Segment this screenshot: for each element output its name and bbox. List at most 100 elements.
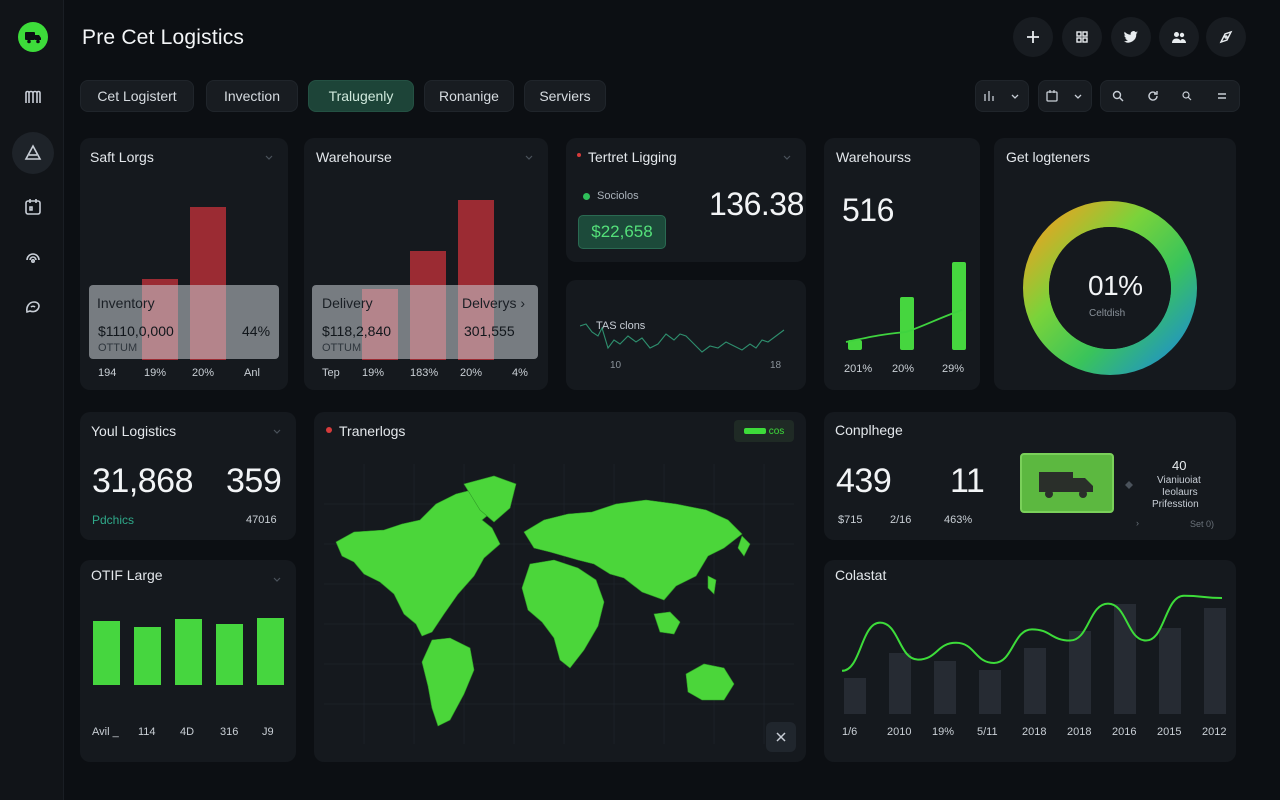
x-label: 194 [98, 367, 117, 379]
otif-bar-0 [93, 621, 120, 685]
x-label: Tep [322, 367, 340, 379]
x-label: 183% [410, 367, 439, 379]
x-label: 20% [192, 367, 215, 379]
card-trend: TAS clons 10 18 [566, 280, 806, 390]
chevron-down-icon [1011, 94, 1019, 99]
card-title: Saft Lorgs [90, 149, 154, 165]
sub-value: 2/16 [890, 514, 912, 526]
zoom-icon[interactable] [1180, 89, 1194, 103]
x-label: 20% [892, 363, 915, 375]
side-line: Ieolaurs [1162, 487, 1198, 498]
donut-chart [1023, 201, 1197, 375]
colastat-bar-1 [889, 653, 911, 714]
overlay-right-title[interactable]: Delverys › [462, 295, 526, 311]
twitter-icon[interactable] [1111, 17, 1151, 57]
truck-logo-icon[interactable] [18, 22, 48, 52]
colastat-bar-2 [934, 661, 956, 714]
headset-icon[interactable] [12, 236, 54, 278]
sub-value: $715 [838, 514, 863, 526]
card-colastat: Colastat 1/6 2010 19% 5/11 2018 2018 2016 2015 2… [824, 560, 1236, 762]
card-tertret-ligging: Tertret Ligging Sociolos $22,658 136.38 [566, 138, 806, 262]
triangle-icon[interactable] [12, 132, 54, 174]
menu-icon[interactable] [12, 76, 54, 118]
x-label: 2016 [1112, 726, 1137, 738]
compliance-value: 439 [836, 462, 892, 500]
trend-sparkline [580, 323, 785, 353]
x-label: 20% [460, 367, 483, 379]
card-otif-large: OTIF Large Avil _ 114 4D 316 J9 [80, 560, 296, 762]
close-icon[interactable] [766, 722, 796, 752]
calendar-icon[interactable] [12, 186, 54, 228]
refresh-icon[interactable] [1146, 89, 1160, 103]
otif-bar-2 [175, 619, 202, 685]
tab-cet-logistert[interactable]: Cet Logistert [80, 80, 194, 112]
compass-icon[interactable] [1206, 17, 1246, 57]
card-youl-logistics: Youl Logistics 31,868 359 Pdchics 47016 [80, 412, 296, 540]
x-label: Avil _ [92, 726, 119, 738]
x-label: 5/11 [977, 726, 998, 738]
search-icon[interactable] [1111, 89, 1125, 103]
hamburger-icon[interactable] [1215, 89, 1229, 103]
tab-serviers[interactable]: Serviers [524, 80, 606, 112]
overlay-value: $118,2,840 [322, 323, 392, 339]
tab-invection[interactable]: Invection [206, 80, 298, 112]
otif-bar-4 [257, 618, 284, 685]
chevron-right-icon[interactable]: › [1136, 518, 1139, 528]
settings-link[interactable]: Set 0) [1190, 519, 1215, 529]
colastat-series-line [841, 594, 1223, 672]
chevron-down-icon[interactable] [524, 152, 534, 162]
otif-bar-3 [216, 624, 243, 685]
calendar-small-icon [1046, 90, 1058, 102]
card-value: 516 [842, 192, 894, 228]
chart-type-dropdown[interactable] [975, 80, 1029, 112]
inventory-overlay [89, 285, 279, 359]
chevron-down-icon[interactable] [272, 426, 282, 436]
x-label: 4D [180, 726, 195, 738]
overlay-title: Delivery [322, 295, 373, 311]
bar-chart-icon [984, 91, 994, 101]
x-label: 2018 [1022, 726, 1047, 738]
colastat-bar-7 [1159, 628, 1181, 714]
toolbar-actions [1100, 80, 1240, 112]
card-conplhege: Conplhege 439 11 $715 2/16 463% 40 Viani… [824, 412, 1236, 540]
donut-sub: Celtdish [1089, 308, 1126, 319]
side-line: Prifesstion [1152, 499, 1199, 510]
card-warehourss: Warehourss 516 201% 20% 29% [824, 138, 980, 390]
card-title: Warehourse [316, 149, 392, 165]
card-tranerlogs-map: Tranerlogs cos [314, 412, 806, 762]
sub-value: 47016 [246, 514, 277, 526]
users-icon[interactable] [1159, 17, 1199, 57]
tab-ronanige[interactable]: Ronanige [424, 80, 514, 112]
x-label: 10 [610, 360, 622, 371]
card-title: Conplhege [835, 422, 903, 438]
card-title: Tranerlogs [339, 423, 406, 439]
warehourss-bar-0 [848, 340, 862, 350]
plus-icon[interactable] [1013, 17, 1053, 57]
chat-icon[interactable] [12, 286, 54, 328]
overlay-right-value: 301,555 [464, 323, 515, 339]
x-label: 2018 [1067, 726, 1092, 738]
card-title: Warehourss [836, 149, 911, 165]
world-map[interactable] [324, 464, 794, 744]
delivery-overlay [312, 285, 538, 359]
grid-icon[interactable] [1062, 17, 1102, 57]
legend-label: Sociolos [597, 190, 639, 202]
overlay-value: $1110,0,000 [98, 323, 174, 339]
colastat-bar-0 [844, 678, 866, 714]
otif-bar-1 [134, 627, 161, 685]
overlay-sub: OTTUM [98, 342, 138, 354]
date-dropdown[interactable] [1038, 80, 1092, 112]
card-title: Get logteners [1006, 149, 1091, 165]
badge-label: cos [768, 425, 785, 437]
colastat-bar-6 [1114, 604, 1136, 714]
chevron-down-icon[interactable] [782, 152, 792, 162]
chevron-down-icon[interactable] [272, 574, 282, 584]
tab-tralugenly[interactable]: Tralugenly [308, 80, 414, 112]
trend-label: TAS clons [596, 320, 646, 332]
x-label: 4% [512, 367, 528, 379]
map-badge[interactable]: cos [734, 420, 794, 442]
card-warehourse: Warehourse Delivery $118,2,840 OTTUM Del… [304, 138, 548, 390]
x-label: 29% [942, 363, 965, 375]
chevron-down-icon[interactable] [264, 152, 274, 162]
status-dot [326, 427, 332, 433]
